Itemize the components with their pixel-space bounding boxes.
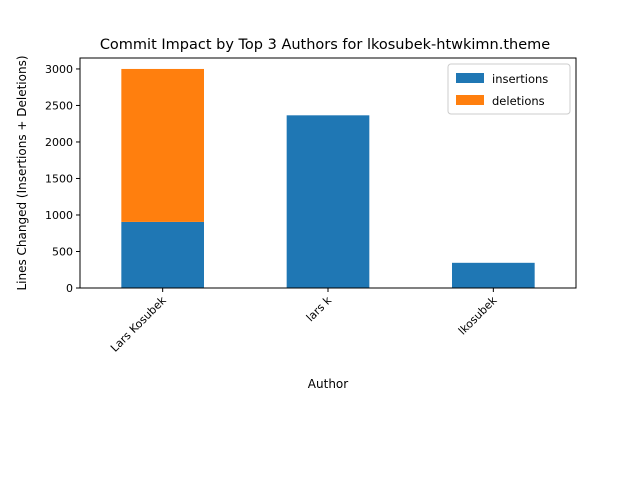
legend: insertions deletions bbox=[447, 63, 571, 115]
y-tick-label: 1000 bbox=[45, 209, 73, 222]
y-axis-label: Lines Changed (Insertions + Deletions) bbox=[15, 55, 29, 290]
x-axis-label: Author bbox=[308, 377, 348, 391]
bar-insertions-2 bbox=[452, 262, 535, 288]
legend-label-insertions: insertions bbox=[492, 72, 548, 86]
bar-deletions-0 bbox=[121, 68, 204, 222]
y-tick-label: 0 bbox=[66, 282, 73, 295]
y-tick-label: 1500 bbox=[45, 172, 73, 185]
legend-swatch-deletions bbox=[456, 95, 484, 105]
legend-label-deletions: deletions bbox=[492, 94, 545, 108]
x-tick-label: lars k bbox=[304, 293, 335, 324]
chart-title: Commit Impact by Top 3 Authors for lkosu… bbox=[100, 37, 550, 53]
plot-frame bbox=[79, 57, 577, 289]
bar-insertions-1 bbox=[286, 115, 370, 288]
legend-swatch-insertions bbox=[456, 73, 484, 83]
x-tick-label: Lars Kosubek bbox=[108, 293, 169, 354]
y-tick-label: 500 bbox=[52, 245, 73, 258]
y-tick-label: 2000 bbox=[45, 136, 73, 149]
x-axis: Lars Kosubek lars k lkosubek bbox=[108, 288, 500, 355]
bars-group bbox=[121, 68, 535, 288]
y-axis: 0 500 1000 1500 2000 2500 3000 bbox=[45, 63, 80, 295]
bar-insertions-0 bbox=[121, 221, 204, 288]
x-tick-label: lkosubek bbox=[456, 293, 500, 337]
y-tick-label: 2500 bbox=[45, 99, 73, 112]
y-tick-label: 3000 bbox=[45, 63, 73, 76]
